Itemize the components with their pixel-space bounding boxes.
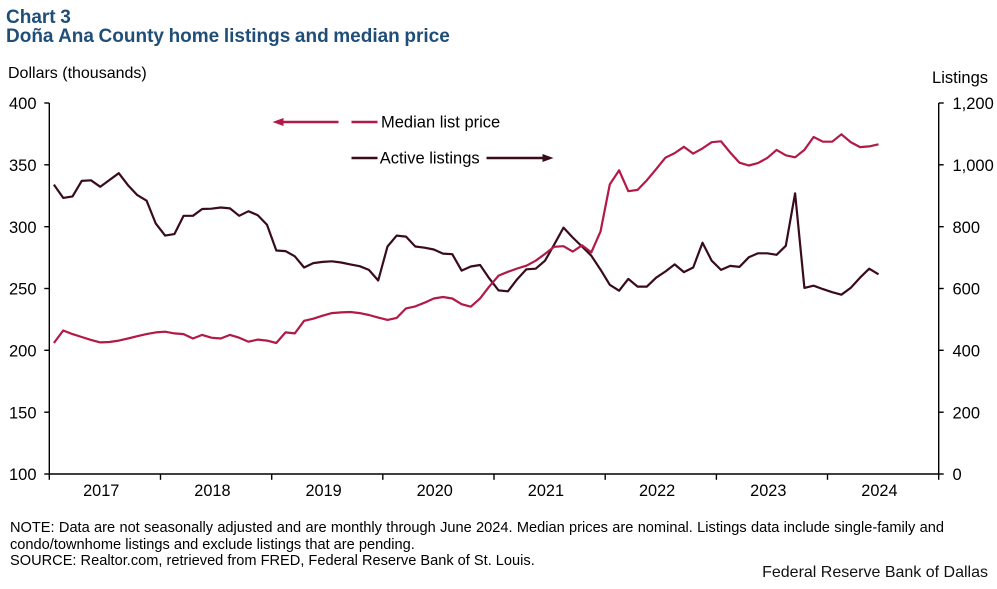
svg-text:400: 400 (953, 342, 981, 360)
svg-text:Dollars (thousands): Dollars (thousands) (8, 65, 147, 82)
svg-text:600: 600 (953, 281, 981, 299)
svg-text:250: 250 (9, 281, 37, 299)
svg-text:1,200: 1,200 (953, 95, 994, 113)
svg-text:800: 800 (953, 219, 981, 237)
svg-text:100: 100 (9, 466, 37, 484)
svg-text:2023: 2023 (750, 482, 786, 500)
svg-text:150: 150 (9, 404, 37, 422)
svg-text:400: 400 (9, 95, 37, 113)
svg-text:2017: 2017 (83, 482, 119, 500)
svg-text:350: 350 (9, 157, 37, 175)
svg-text:Active listings: Active listings (380, 150, 480, 168)
svg-text:1,000: 1,000 (953, 157, 994, 175)
svg-text:200: 200 (9, 342, 37, 360)
svg-text:Median list price: Median list price (381, 114, 500, 132)
svg-text:Listings: Listings (932, 69, 988, 87)
svg-text:2020: 2020 (417, 482, 453, 500)
svg-text:300: 300 (9, 219, 37, 237)
svg-text:0: 0 (953, 466, 962, 484)
svg-text:2024: 2024 (861, 482, 897, 500)
svg-text:2018: 2018 (194, 482, 230, 500)
svg-text:200: 200 (953, 404, 981, 422)
svg-text:2021: 2021 (528, 482, 564, 500)
svg-text:2019: 2019 (305, 482, 341, 500)
svg-text:2022: 2022 (639, 482, 675, 500)
